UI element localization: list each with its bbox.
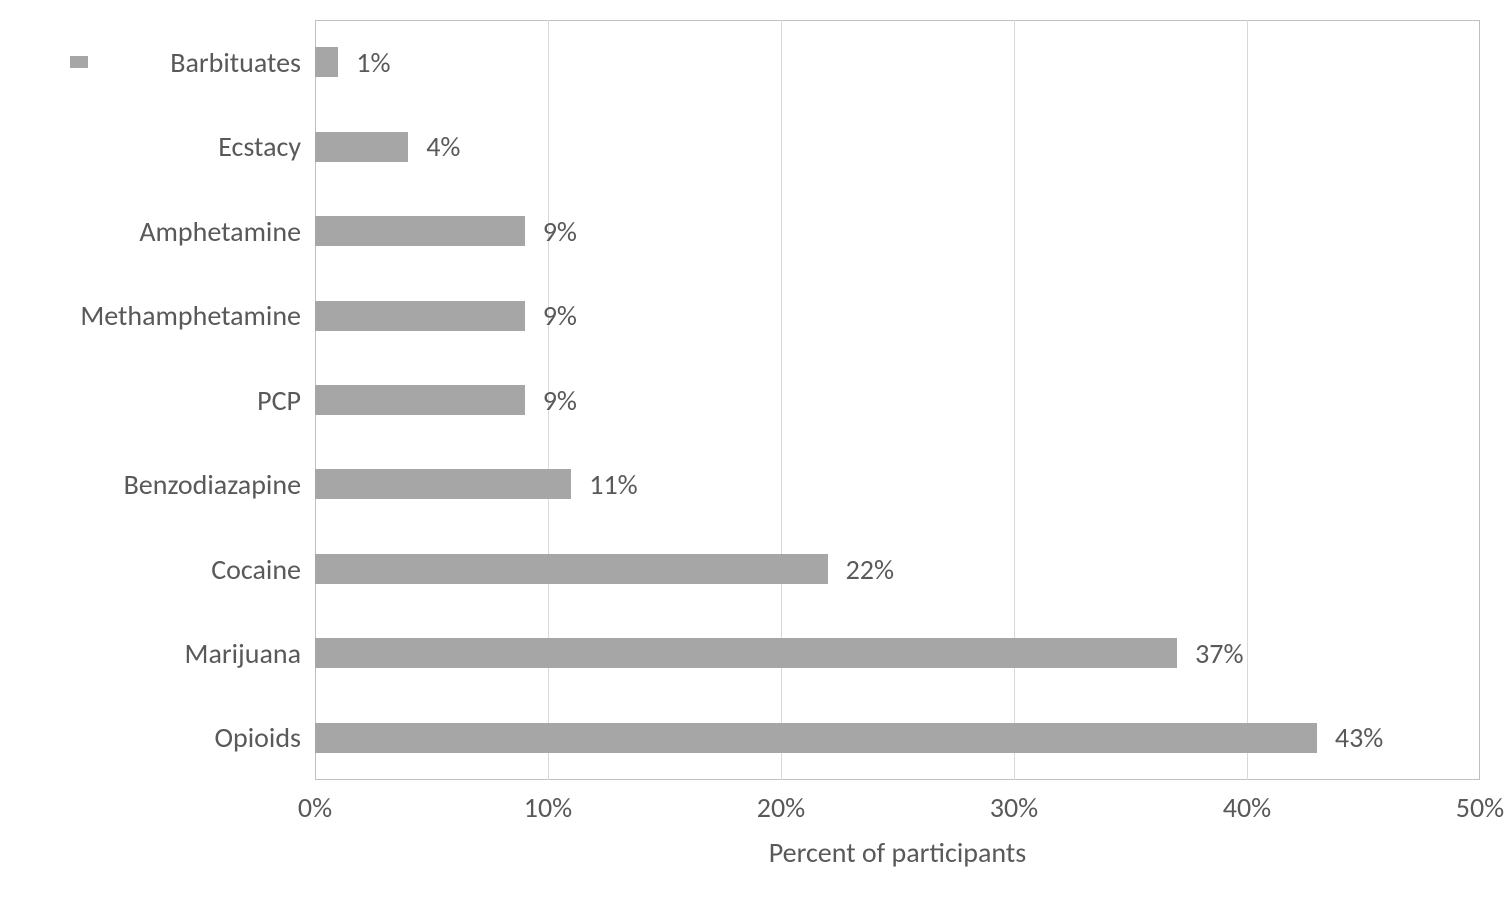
- y-axis-category-label: Ecstacy: [218, 129, 301, 164]
- x-axis-tick-label: 30%: [990, 790, 1038, 825]
- bar: [315, 385, 525, 415]
- legend: [70, 56, 88, 68]
- bar-value-label: 43%: [1335, 720, 1383, 755]
- bar-value-label: 9%: [543, 383, 577, 418]
- bar-value-label: 37%: [1195, 636, 1243, 671]
- bar-value-label: 22%: [846, 552, 894, 587]
- bar-value-label: 11%: [589, 467, 637, 502]
- y-axis-category-label: Marijuana: [185, 636, 301, 671]
- y-axis-category-label: Cocaine: [211, 552, 301, 587]
- bar-value-label: 9%: [543, 214, 577, 249]
- bar: [315, 554, 828, 584]
- bar-value-label: 4%: [426, 129, 460, 164]
- bar: [315, 469, 571, 499]
- bar: [315, 638, 1177, 668]
- x-axis-tick-label: 0%: [298, 790, 332, 825]
- y-axis-category-label: Opioids: [214, 720, 301, 755]
- y-axis-category-label: Barbituates: [170, 45, 301, 80]
- bar: [315, 132, 408, 162]
- bar-value-label: 9%: [543, 298, 577, 333]
- bar: [315, 216, 525, 246]
- bar: [315, 301, 525, 331]
- gridline: [1247, 20, 1248, 780]
- x-axis-tick-label: 10%: [524, 790, 572, 825]
- y-axis-category-label: Amphetamine: [139, 214, 301, 249]
- x-axis-tick-label: 20%: [757, 790, 805, 825]
- horizontal-bar-chart: 0% 10% 20% 30% 40% 50% Percent of participants…: [0, 0, 1504, 901]
- bar: [315, 47, 338, 77]
- bar: [315, 723, 1317, 753]
- x-axis-tick-label: 40%: [1223, 790, 1271, 825]
- y-axis-category-label: Methamphetamine: [80, 298, 301, 333]
- x-axis-title: Percent of participants: [315, 835, 1480, 870]
- x-axis-tick-label: 50%: [1456, 790, 1504, 825]
- y-axis-category-label: PCP: [257, 383, 301, 418]
- bar-value-label: 1%: [356, 45, 390, 80]
- y-axis-category-label: Benzodiazapine: [124, 467, 301, 502]
- legend-swatch-icon: [70, 56, 88, 68]
